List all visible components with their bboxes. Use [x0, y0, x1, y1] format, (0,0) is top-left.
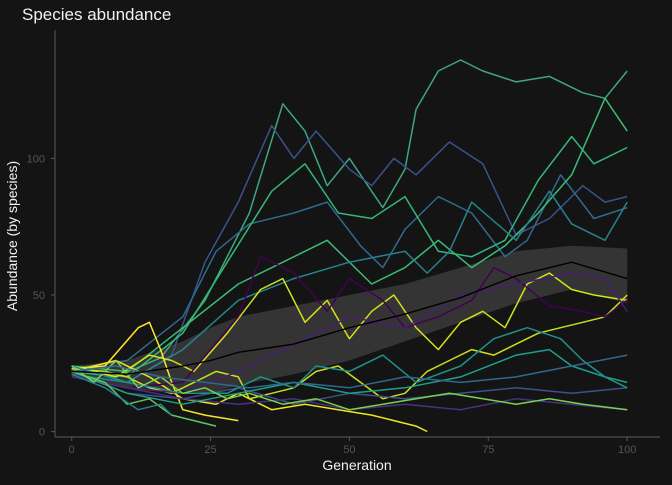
- chart-title: Species abundance: [22, 5, 171, 24]
- y-axis-title: Abundance (by species): [4, 161, 20, 311]
- species-line-3: [71, 174, 628, 370]
- axes: 0 25 50 75 100 0 50 100: [27, 30, 660, 456]
- species-line-16: [71, 326, 628, 395]
- x-tick-label: 75: [482, 444, 494, 456]
- y-tick-label: 0: [39, 427, 45, 439]
- species-line-5: [71, 97, 628, 373]
- species-line-11: [71, 255, 628, 389]
- species-line-4: [71, 135, 628, 378]
- y-tick-label: 100: [27, 153, 45, 165]
- species-line-12: [71, 272, 628, 395]
- species-line-20: [71, 354, 628, 389]
- x-tick-label: 0: [69, 444, 75, 456]
- species-line-8: [71, 321, 239, 422]
- mean-ribbon: [71, 245, 628, 394]
- x-tick-label: 100: [618, 444, 636, 456]
- species-line-17: [71, 370, 217, 427]
- x-tick-label: 25: [204, 444, 216, 456]
- x-axis-title: Generation: [322, 457, 391, 473]
- x-tick-label: 50: [343, 444, 355, 456]
- species-line-2: [71, 124, 628, 384]
- species-line-6: [71, 190, 628, 384]
- plot-area: [71, 59, 628, 433]
- y-tick-label: 50: [33, 290, 45, 302]
- mean-line: [71, 261, 628, 375]
- species-line-9: [71, 359, 428, 433]
- species-line-18: [71, 359, 628, 411]
- species-line-19: [71, 373, 173, 416]
